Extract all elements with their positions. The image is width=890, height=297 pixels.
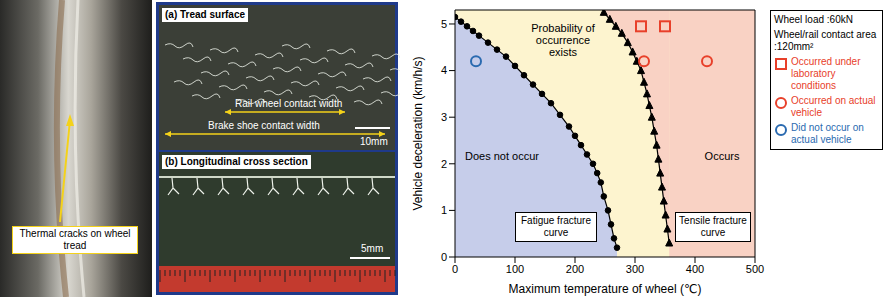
svg-text:400: 400 — [686, 263, 704, 275]
html-text:Rail wheel contact width: Rail wheel contact width — [235, 98, 343, 109]
svg-text:500: 500 — [746, 263, 764, 275]
html-text:Brake shoe contact width: Brake shoe contact width — [208, 120, 320, 131]
html-text:Occurs: Occurs — [704, 150, 740, 162]
html-text:Does not occur: Does not occur — [465, 150, 539, 162]
html-text:(a) Tread surface: (a) Tread surface — [165, 9, 245, 20]
svg-text:5: 5 — [441, 18, 447, 30]
svg-text:200: 200 — [566, 263, 584, 275]
svg-text:4: 4 — [441, 64, 447, 76]
svg-text:1: 1 — [441, 204, 447, 216]
svg-text:0: 0 — [452, 263, 458, 275]
html-text:Wheel/rail contact area :120mm: Wheel/rail contact area :120mm² — [774, 29, 877, 52]
html-text:10mm: 10mm — [360, 136, 388, 147]
html-text:5mm: 5mm — [361, 243, 384, 254]
svg-text:100: 100 — [506, 263, 524, 275]
svg-text:2: 2 — [441, 158, 447, 170]
html-text:Fatigue fracture curve: Fatigue fracture curve — [521, 215, 591, 238]
html-text:Occurred on actual vehicle: Occurred on actual vehicle — [791, 95, 876, 118]
html-text:Tensile fracture curve: Tensile fracture curve — [679, 215, 747, 238]
html-text:Occurred under laboratory cond: Occurred under laboratory conditions — [791, 56, 861, 91]
html-text:Wheel load :60kN: Wheel load :60kN — [774, 14, 853, 25]
html-text:(b) Longitudinal cross section: (b) Longitudinal cross section — [165, 156, 308, 167]
svg-text:3: 3 — [441, 111, 447, 123]
svg-text:0: 0 — [441, 251, 447, 263]
html-text:Probability of occurrence exis: Probability of occurrence exists — [531, 22, 595, 58]
svg-text:Vehicle deceleration (km/h/s): Vehicle deceleration (km/h/s) — [411, 56, 425, 210]
html-text:Did not occur on actual vehicl: Did not occur on actual vehicle — [791, 122, 864, 145]
svg-text:Maximum temperature of wheel (: Maximum temperature of wheel (℃) — [509, 282, 702, 296]
html-text:Thermal cracks on wheel tread: Thermal cracks on wheel tread — [19, 228, 131, 251]
svg-text:300: 300 — [626, 263, 644, 275]
